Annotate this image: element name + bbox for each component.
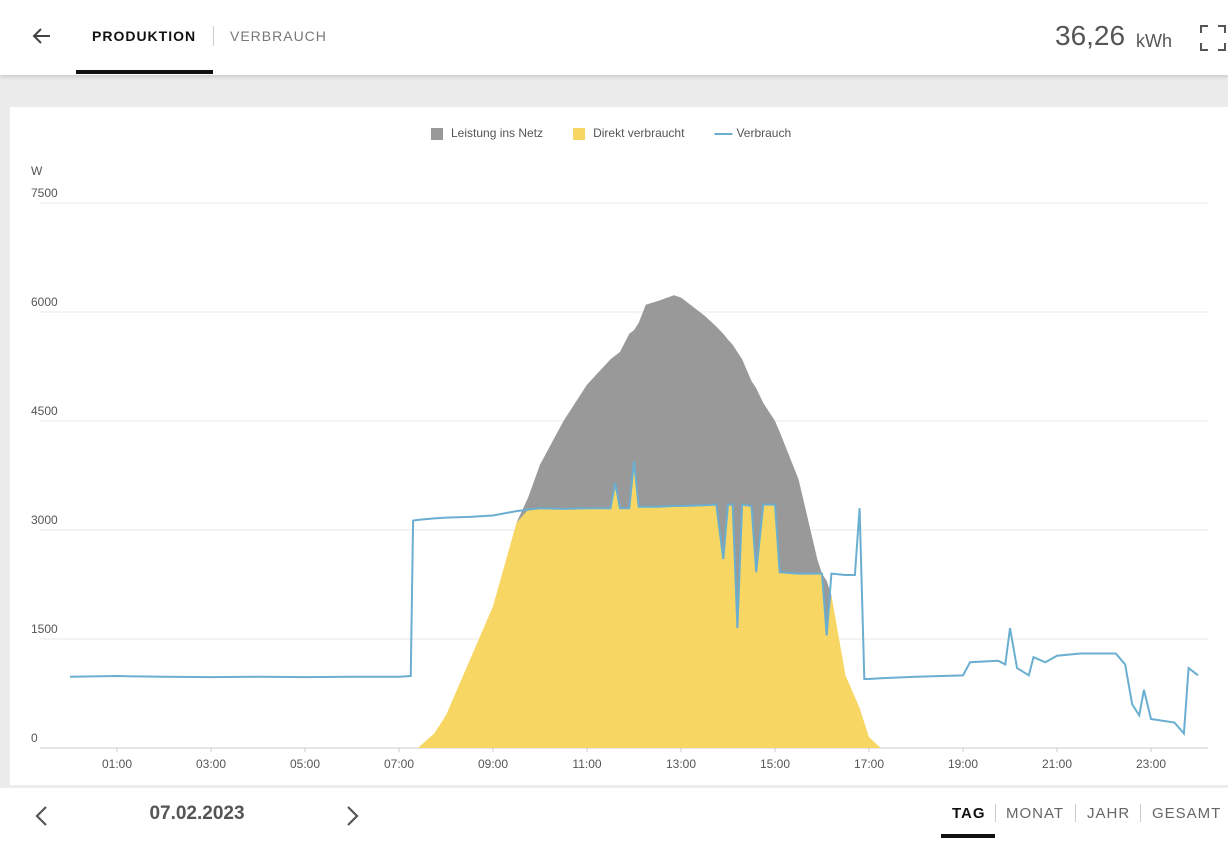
legend-label: Verbrauch bbox=[736, 126, 791, 140]
x-tick-label: 09:00 bbox=[478, 757, 508, 771]
x-tick-label: 19:00 bbox=[948, 757, 978, 771]
total-value: 36,26 bbox=[1055, 20, 1126, 51]
range-separator bbox=[1140, 804, 1141, 822]
legend-label: Direkt verbraucht bbox=[593, 126, 685, 140]
range-separator bbox=[995, 804, 996, 822]
range-tab[interactable]: JAHR bbox=[1087, 805, 1131, 822]
x-tick-label: 23:00 bbox=[1136, 757, 1166, 771]
range-tab[interactable]: MONAT bbox=[1006, 805, 1065, 822]
bottom-bar: 07.02.2023 TAG MONAT JAHR GESAMT bbox=[0, 788, 1228, 845]
x-tick-label: 01:00 bbox=[102, 757, 132, 771]
range-tab[interactable]: GESAMT bbox=[1152, 805, 1222, 822]
y-tick-label: 0 bbox=[31, 731, 38, 745]
x-tick-label: 11:00 bbox=[572, 757, 601, 771]
x-tick-label: 21:00 bbox=[1042, 757, 1072, 771]
x-tick-label: 15:00 bbox=[760, 757, 790, 771]
tab-verbrauch[interactable]: VERBRAUCH bbox=[230, 28, 327, 44]
back-button[interactable] bbox=[30, 24, 54, 48]
tab-separator bbox=[213, 26, 214, 46]
y-tick-label: 6000 bbox=[31, 295, 58, 309]
x-tick-label: 17:00 bbox=[854, 757, 884, 771]
tab-produktion[interactable]: PRODUKTION bbox=[92, 28, 197, 44]
y-tick-label: 7500 bbox=[31, 186, 58, 200]
top-bar: PRODUKTION VERBRAUCH 36,26 kWh bbox=[0, 0, 1228, 75]
range-underline bbox=[941, 834, 995, 838]
area bbox=[70, 460, 1198, 748]
legend-swatch bbox=[431, 128, 443, 140]
next-button[interactable] bbox=[342, 804, 362, 828]
tab-underline bbox=[76, 70, 213, 74]
legend-swatch bbox=[573, 128, 586, 140]
date-label: 07.02.2023 bbox=[149, 803, 245, 824]
x-tick-label: 13:00 bbox=[666, 757, 696, 771]
chart: W 0 1500 3000 4500 6000 7500 01:00 03:00 05:00 07… bbox=[10, 107, 1228, 785]
fullscreen-button[interactable] bbox=[1200, 25, 1226, 51]
range-tab[interactable]: TAG bbox=[952, 805, 986, 822]
area bbox=[70, 295, 1198, 748]
x-tick-label: 05:00 bbox=[290, 757, 320, 771]
prev-button[interactable] bbox=[32, 804, 52, 828]
y-axis-label: W bbox=[31, 164, 43, 178]
range-separator bbox=[1075, 804, 1076, 822]
y-tick-label: 4500 bbox=[31, 404, 58, 418]
x-tick-label: 03:00 bbox=[196, 757, 226, 771]
y-tick-label: 1500 bbox=[31, 622, 58, 636]
legend-label: Leistung ins Netz bbox=[451, 126, 543, 140]
x-tick-label: 07:00 bbox=[384, 757, 414, 771]
total-unit: kWh bbox=[1136, 31, 1172, 51]
y-tick-label: 3000 bbox=[31, 513, 58, 527]
line bbox=[69, 460, 1199, 736]
